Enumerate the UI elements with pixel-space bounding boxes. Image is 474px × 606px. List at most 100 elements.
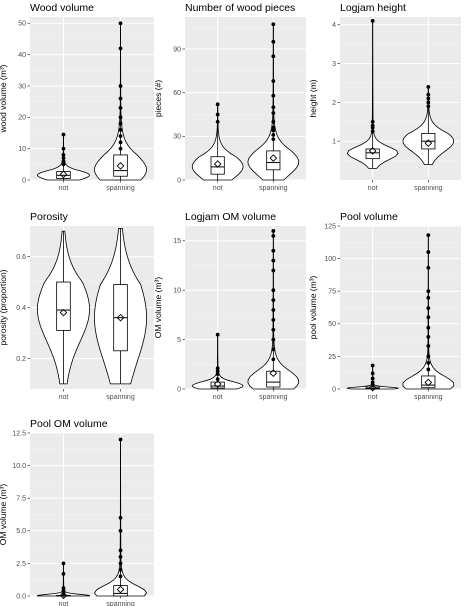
series-spanning bbox=[94, 21, 147, 181]
panel-title: Logjam OM volume bbox=[185, 211, 276, 223]
outlier-point bbox=[215, 372, 220, 377]
y-tick-label: 25 bbox=[328, 354, 336, 361]
y-tick-label: 0.2 bbox=[16, 356, 26, 363]
y-tick-label: 30 bbox=[173, 134, 181, 141]
y-tick-label: 0 bbox=[332, 386, 336, 393]
outlier-point bbox=[118, 121, 123, 126]
y-tick-label: 2.5 bbox=[16, 561, 26, 568]
outlier-point bbox=[118, 134, 123, 139]
outlier-point bbox=[271, 128, 276, 133]
outlier-point bbox=[370, 376, 375, 381]
y-tick-label: 5.0 bbox=[16, 528, 26, 535]
outlier-point bbox=[271, 137, 276, 142]
x-tick-label: spanning bbox=[106, 601, 135, 606]
y-tick-label: 10.0 bbox=[12, 463, 26, 470]
x-tick-label: not bbox=[368, 185, 378, 192]
box bbox=[266, 370, 281, 388]
y-tick-label: 0.6 bbox=[16, 254, 26, 261]
series-spanning bbox=[402, 84, 455, 165]
outlier-point bbox=[118, 106, 123, 110]
outlier-point bbox=[61, 561, 66, 566]
series-spanning bbox=[247, 22, 300, 181]
outlier-point bbox=[370, 129, 375, 134]
outlier-point bbox=[118, 46, 123, 51]
mean-marker bbox=[116, 162, 125, 170]
outlier-point bbox=[370, 119, 375, 124]
panel-title: Pool OM volume bbox=[30, 418, 108, 430]
outlier-point bbox=[271, 308, 276, 312]
x-tick-label: not bbox=[213, 394, 223, 401]
mean-marker bbox=[368, 147, 377, 155]
outlier-point bbox=[118, 515, 123, 520]
y-axis-label: OM volume (m³) bbox=[153, 277, 163, 339]
outlier-point bbox=[61, 159, 66, 164]
y-tick-label: 50 bbox=[328, 321, 336, 328]
outlier-point bbox=[426, 361, 431, 365]
outlier-point bbox=[426, 367, 431, 372]
series-spanning bbox=[247, 229, 300, 390]
series-not bbox=[36, 561, 91, 600]
y-tick-label: 0 bbox=[177, 386, 181, 393]
series-not bbox=[191, 102, 244, 181]
outlier-point bbox=[426, 306, 431, 311]
outlier-point bbox=[118, 528, 123, 533]
y-tick-label: 40 bbox=[18, 52, 26, 59]
x-tick-label: spanning bbox=[259, 394, 288, 401]
outlier-point bbox=[118, 115, 123, 120]
outlier-point bbox=[118, 548, 123, 553]
y-tick-label: 0.4 bbox=[16, 305, 26, 312]
outlier-point bbox=[426, 104, 431, 109]
outlier-point bbox=[118, 574, 123, 579]
x-tick-label: spanning bbox=[106, 185, 135, 192]
outlier-point bbox=[271, 327, 276, 332]
outlier-point bbox=[271, 39, 276, 44]
series-not bbox=[346, 18, 399, 169]
panel-title: Porosity bbox=[30, 211, 69, 223]
box bbox=[113, 154, 128, 177]
y-tick-label: 20 bbox=[18, 115, 26, 122]
outlier-point bbox=[271, 229, 276, 233]
outlier-point bbox=[426, 84, 431, 89]
outlier-point bbox=[215, 112, 220, 117]
y-tick-label: 1 bbox=[332, 139, 336, 146]
outlier-point bbox=[118, 21, 123, 26]
outlier-point bbox=[118, 437, 123, 442]
outlier-point bbox=[426, 315, 431, 320]
panel-title: Pool volume bbox=[340, 211, 398, 223]
outlier-point bbox=[271, 132, 276, 137]
mean-marker bbox=[269, 369, 278, 378]
outlier-point bbox=[61, 588, 66, 593]
outlier-point bbox=[118, 554, 123, 559]
mean-marker bbox=[59, 308, 68, 317]
box bbox=[210, 381, 225, 389]
outlier-point bbox=[271, 22, 276, 27]
outlier-point bbox=[426, 100, 431, 105]
y-tick-label: 10 bbox=[173, 288, 181, 295]
outlier-point bbox=[426, 96, 431, 101]
box bbox=[210, 156, 225, 175]
x-tick-label: spanning bbox=[106, 394, 135, 401]
y-tick-label: 10 bbox=[18, 146, 26, 153]
series-not bbox=[37, 230, 90, 385]
y-tick-label: 15 bbox=[173, 238, 181, 245]
y-tick-label: 5 bbox=[177, 337, 181, 344]
outlier-point bbox=[61, 591, 66, 596]
outlier-point bbox=[118, 146, 123, 151]
outlier-point bbox=[370, 363, 375, 368]
x-tick-label: not bbox=[368, 394, 378, 401]
panel-7: 0.0 2.5 5.0 7.5 10.0 12.5 not spanning Pool OM v… bbox=[0, 418, 154, 606]
outlier-point bbox=[118, 127, 123, 132]
mean-marker bbox=[59, 591, 68, 600]
outlier-point bbox=[118, 140, 123, 145]
mean-marker bbox=[424, 139, 433, 147]
box bbox=[266, 150, 281, 171]
y-tick-label: 0.0 bbox=[16, 593, 26, 600]
panel-3: 1 2 3 4 not spanning Logjam height height (m) bbox=[308, 2, 461, 192]
outlier-point bbox=[426, 92, 431, 97]
y-tick-label: 7.5 bbox=[16, 496, 26, 503]
y-tick-label: 0 bbox=[22, 177, 26, 184]
x-tick-label: not bbox=[59, 601, 69, 606]
outlier-point bbox=[271, 357, 276, 362]
outlier-point bbox=[370, 123, 375, 128]
